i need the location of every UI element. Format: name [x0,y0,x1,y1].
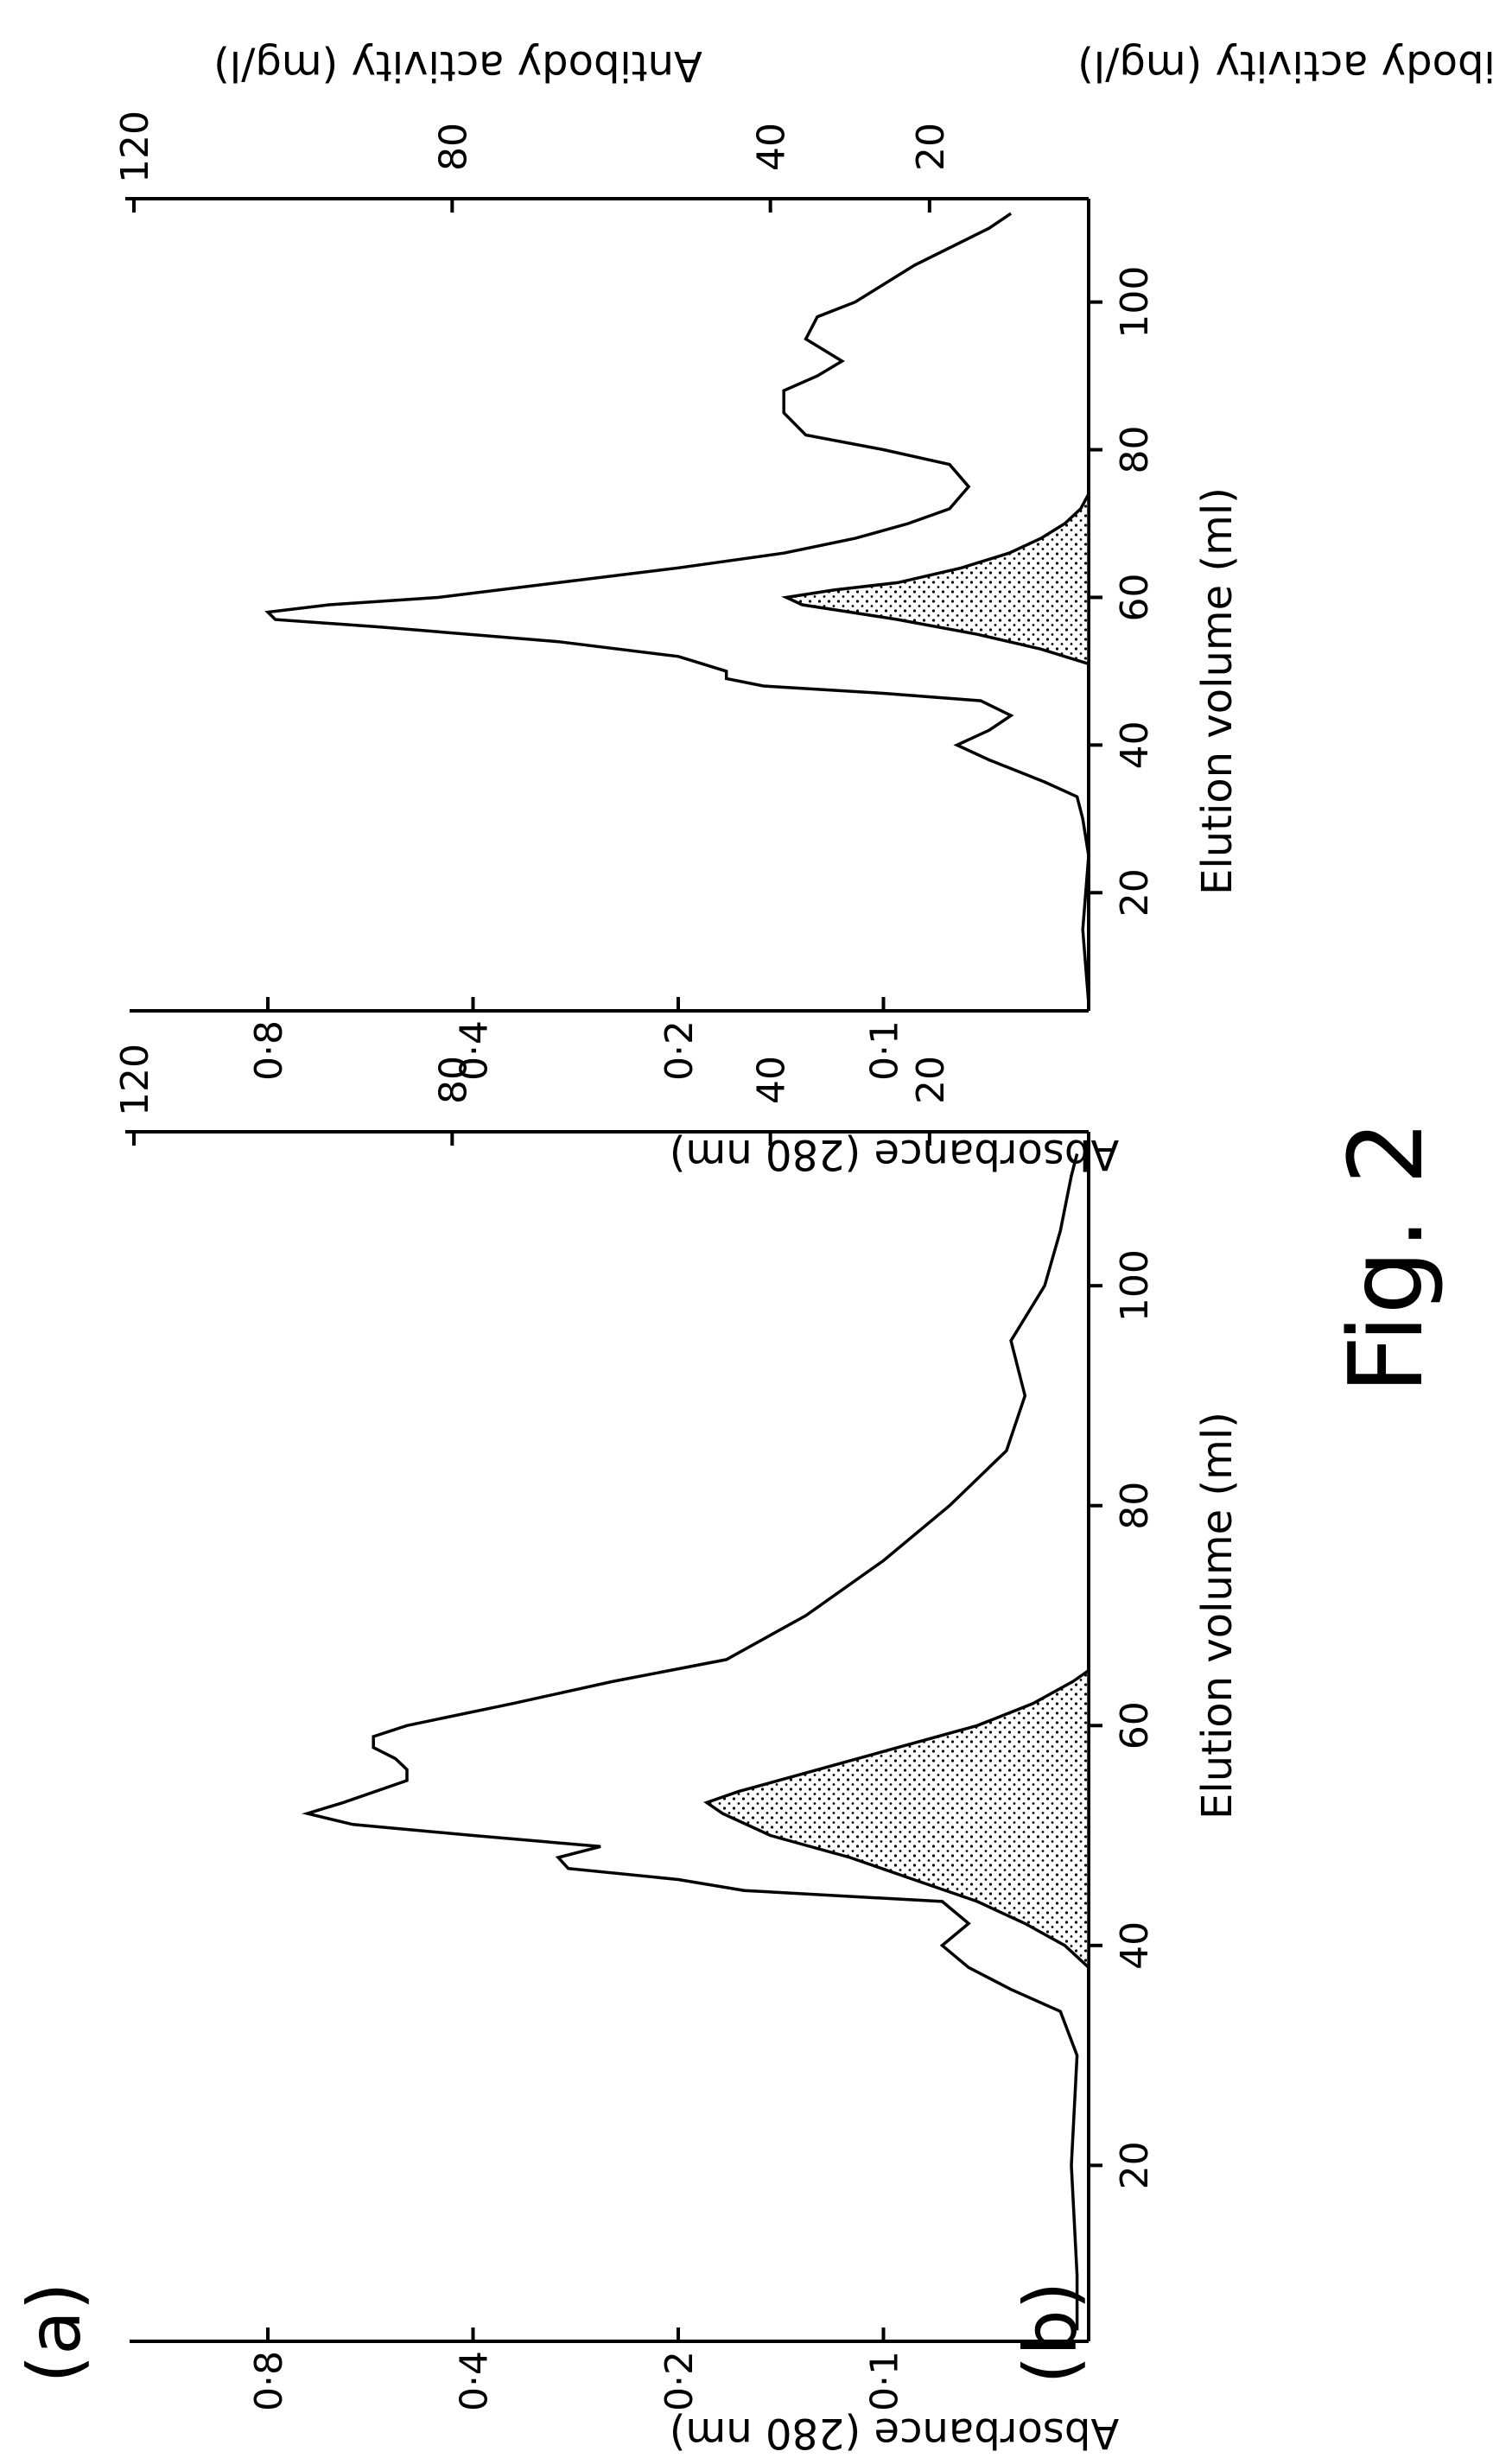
chart-panel-a: 20 40 60 80 100 0·1 0·2 0·4 0·8 20 40 80 120 (a) Abs… [12,41,1242,2457]
y-tick-label: 0·1 [863,1020,907,1081]
x-tick-label: 80 [1113,1482,1157,1530]
antibody-activity-area [786,494,1089,664]
x-tick-label: 20 [1113,2141,1157,2189]
y-tick-label: 0·2 [658,1020,702,1081]
x-tick-label: 80 [1113,426,1157,474]
y2-tick-label: 80 [431,123,475,171]
x-tick-label: 100 [1113,266,1157,339]
figure-label: Fig. 2 [1326,1120,1445,1394]
panel-a-label: (a) [12,2282,97,2383]
panel-b-label: (b) [1008,2282,1093,2385]
y2-tick-label: 40 [750,1056,794,1104]
y2-tick-label: 20 [909,123,953,171]
panel-a-ylabel: Absorbance (280 nm) [670,2409,1119,2457]
y-tick-label: 0·4 [453,2351,497,2411]
panel-b-ylabel: Absorbance (280 nm) [670,1130,1119,1178]
y2-tick-label: 40 [750,123,794,171]
panel-b-y2label: Antibody activity (mg/l) [1077,41,1493,90]
antibody-activity-area [707,1671,1089,1968]
panel-a-xlabel: Elution volume (ml) [1193,1412,1242,1819]
x-tick-label: 60 [1113,1701,1157,1750]
x-tick-label: 60 [1113,573,1157,621]
y-tick-label: 0·4 [453,1020,497,1081]
chart-panel-b: 20 40 60 80 100 0·1 0·2 0·4 0·8 20 40 80 120 (b) Abs… [113,41,1493,2384]
x-tick-label: 100 [1113,1249,1157,1322]
panel-a-y2label: Antibody activity (mg/l) [213,41,702,90]
y2-tick-label: 120 [113,1044,157,1116]
x-tick-label: 40 [1113,721,1157,769]
y2-tick-label: 20 [909,1056,953,1104]
x-tick-label: 20 [1113,868,1157,917]
y-tick-label: 0·2 [658,2351,702,2411]
y-tick-label: 0·8 [247,2351,291,2411]
y2-tick-label: 120 [113,111,157,183]
y-tick-label: 0·1 [863,2351,907,2411]
panel-a-plot: 204060801000·10·20·40·8204080120 [113,1044,1157,2411]
panel-b-plot: 20 40 60 80 100 0·1 0·2 0·4 0·8 20 40 80 120 [113,111,1157,1081]
x-tick-label: 40 [1113,1921,1157,1970]
panel-b-xlabel: Elution volume (ml) [1193,487,1242,895]
y-tick-label: 0·8 [247,1020,291,1081]
